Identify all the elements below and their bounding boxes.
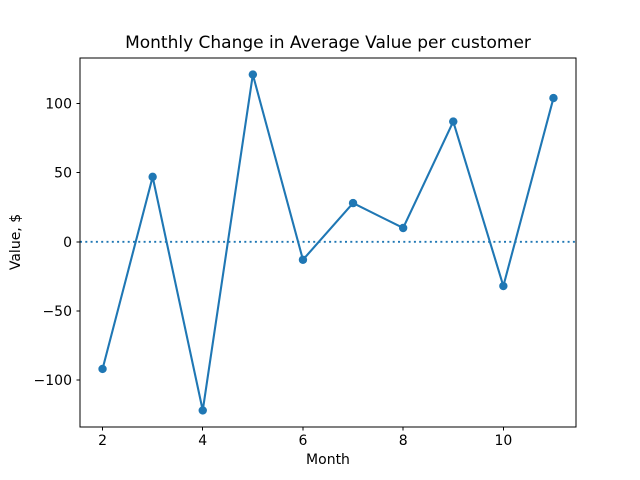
data-point bbox=[198, 406, 207, 415]
x-tick-label: 10 bbox=[494, 433, 512, 449]
series-line bbox=[101, 73, 555, 412]
data-point bbox=[348, 198, 358, 208]
y-tick-label: −50 bbox=[42, 304, 72, 320]
y-tick-label: 50 bbox=[54, 166, 72, 182]
x-tick-label: 6 bbox=[298, 433, 307, 449]
data-point bbox=[298, 255, 308, 264]
data-point bbox=[98, 364, 107, 374]
x-axis-label: Month bbox=[306, 452, 350, 468]
x-tick-label: 2 bbox=[98, 433, 107, 449]
data-point bbox=[248, 70, 258, 79]
data-point bbox=[499, 281, 508, 291]
x-tick-label: 8 bbox=[399, 433, 408, 449]
data-point bbox=[148, 172, 157, 182]
y-tick-label: −100 bbox=[34, 373, 72, 389]
data-point bbox=[398, 223, 408, 233]
y-tick-label: 100 bbox=[45, 97, 72, 113]
y-tick-label: 0 bbox=[63, 235, 72, 251]
chart-title: Monthly Change in Average Value per cust… bbox=[125, 33, 531, 53]
data-point bbox=[549, 93, 558, 103]
data-point bbox=[449, 117, 458, 126]
x-tick-label: 4 bbox=[198, 433, 207, 449]
plot-border bbox=[79, 57, 577, 428]
